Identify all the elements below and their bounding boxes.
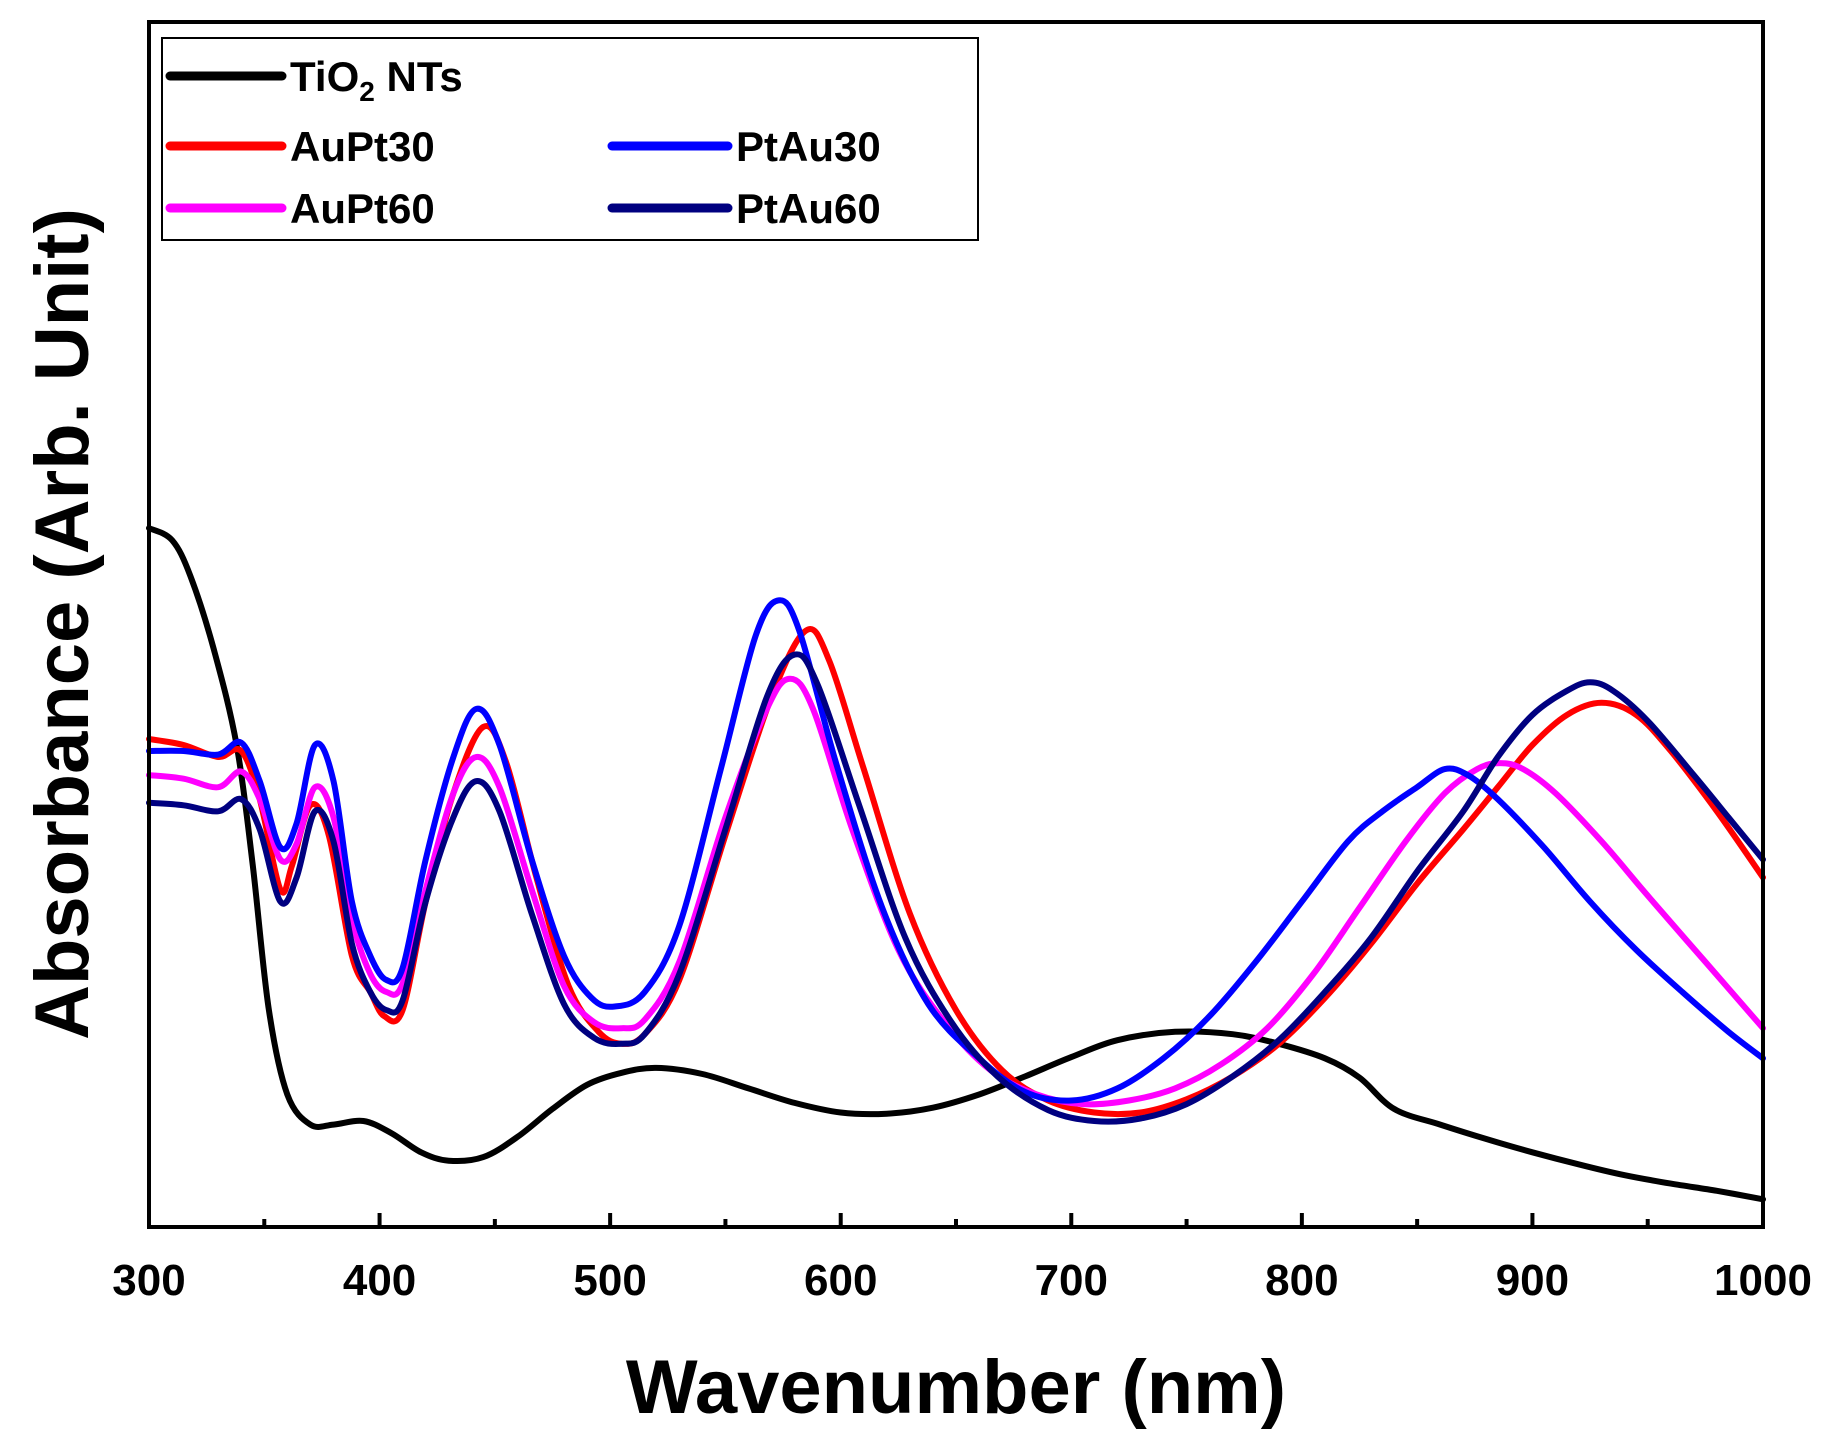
series-line-tio2-nts <box>146 525 1766 1203</box>
series-line-ptau60 <box>146 651 1766 1125</box>
y-axis-title: Absorbance (Arb. Unit) <box>20 208 105 1040</box>
series-line-aupt60 <box>146 675 1766 1108</box>
legend: TiO2 NTs AuPt30 PtAu30 AuPt60 PtAu60 <box>161 37 979 241</box>
legend-box <box>161 37 979 241</box>
x-tick-label-400: 400 <box>343 1256 416 1305</box>
x-tick-label-300: 300 <box>112 1256 185 1305</box>
legend-label-aupt60: AuPt60 <box>290 185 435 232</box>
legend-label-aupt30: AuPt30 <box>290 123 435 170</box>
series-layer <box>146 525 1766 1203</box>
series-line-ptau30 <box>146 597 1766 1104</box>
legend-label-ptau30: PtAu30 <box>736 123 881 170</box>
x-axis-title: Wavenumber (nm) <box>626 1345 1286 1430</box>
x-tick-label-800: 800 <box>1265 1256 1338 1305</box>
legend-label-ptau60: PtAu60 <box>736 185 881 232</box>
legend-label-tio2-nts: TiO2 NTs <box>290 53 463 107</box>
axes-layer: 300 400 500 600 700 800 900 1000 <box>112 1213 1812 1305</box>
x-tick-label-500: 500 <box>573 1256 646 1305</box>
x-tick-label-900: 900 <box>1496 1256 1569 1305</box>
x-tick-label-1000: 1000 <box>1714 1256 1812 1305</box>
x-tick-label-700: 700 <box>1035 1256 1108 1305</box>
x-tick-label-600: 600 <box>804 1256 877 1305</box>
